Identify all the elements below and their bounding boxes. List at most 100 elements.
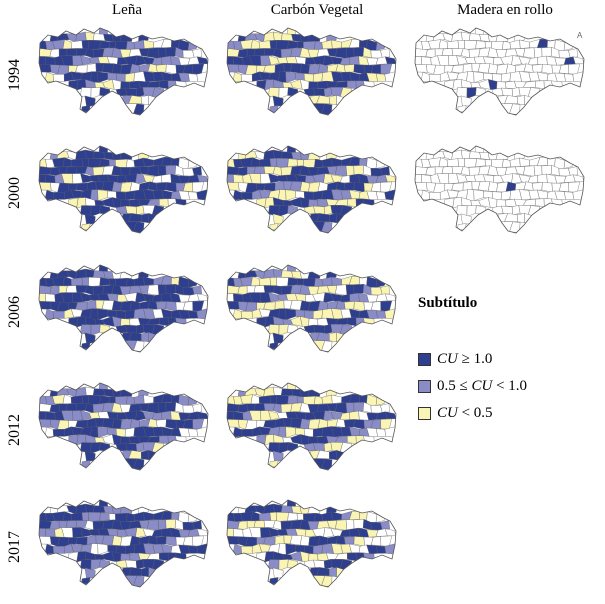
municipality-dark [65, 48, 78, 56]
municipality-white [475, 40, 486, 50]
municipality-white [541, 182, 553, 193]
municipality-light [165, 519, 177, 530]
municipality-dark [299, 300, 310, 311]
municipality-light [286, 383, 296, 390]
municipality-white [535, 198, 545, 208]
municipality-dark [45, 56, 56, 66]
municipality-dark [124, 190, 135, 201]
municipality-dark [170, 173, 181, 184]
municipality-dark [227, 56, 234, 65]
municipality-medium [281, 505, 294, 513]
municipality-light [240, 39, 253, 50]
municipality-dark [111, 300, 122, 311]
municipality-white [519, 157, 530, 167]
municipality-white [495, 31, 509, 43]
municipality-medium [126, 41, 136, 50]
year-2012-text: 2012 [6, 414, 23, 446]
municipality-white [124, 427, 135, 438]
legend-swatch-low [418, 407, 431, 420]
municipality-light [278, 559, 289, 571]
municipality-white [289, 535, 303, 546]
municipality-medium [192, 285, 202, 296]
year-2000-text: 2000 [6, 177, 23, 209]
municipality-dark [175, 552, 187, 562]
municipality-light [303, 159, 316, 168]
municipality-light [253, 520, 266, 528]
municipality-white [428, 74, 441, 82]
municipality-dark [99, 277, 110, 287]
municipality-dark [98, 146, 108, 153]
municipality-white [385, 293, 396, 302]
municipality-light [385, 174, 396, 183]
municipality-white [175, 435, 187, 445]
municipality-dark [90, 205, 101, 217]
municipality-dark [353, 419, 365, 430]
column-header-lena: Leña [112, 2, 142, 18]
map-svg [414, 27, 585, 116]
municipality-dark [281, 388, 294, 396]
state-outline [226, 382, 397, 471]
municipality-light [143, 39, 154, 49]
municipality-white [363, 435, 375, 445]
legend-swatch-medium [418, 380, 431, 393]
municipality-dark [170, 292, 181, 303]
map-svg [38, 145, 209, 234]
municipality-dark [285, 543, 296, 555]
municipality-dark [98, 500, 108, 507]
municipality-white [90, 543, 99, 555]
municipality-light [347, 198, 357, 208]
municipality-white [573, 174, 584, 183]
municipality-dark [101, 63, 115, 74]
municipality-medium [197, 174, 208, 183]
municipality-dark [98, 265, 108, 272]
municipality-dark [143, 157, 154, 167]
municipality-light [285, 189, 296, 201]
municipality-white [523, 165, 536, 177]
municipality-medium [363, 552, 375, 562]
municipality-light [227, 528, 234, 537]
municipality-light [240, 311, 253, 319]
municipality-dark [81, 395, 89, 405]
municipality-light [263, 64, 276, 74]
municipality-light [258, 40, 271, 49]
municipality-white [90, 87, 101, 99]
row-label-2012: 2012 [0, 380, 30, 480]
municipality-white [358, 410, 369, 421]
municipality-dark [237, 48, 248, 58]
municipality-medium [115, 396, 128, 405]
municipality-white [457, 158, 465, 168]
municipality-dark [147, 47, 160, 59]
municipality-dark [99, 158, 110, 168]
municipality-white [287, 512, 298, 522]
municipality-dark [253, 403, 266, 411]
municipality-dark [287, 277, 298, 287]
municipality-white [376, 191, 387, 200]
municipality-dark [227, 403, 240, 412]
municipality-dark [276, 40, 289, 50]
municipality-medium [227, 520, 240, 529]
map-svg [226, 145, 397, 234]
legend-item-low: CU < 0.5 [418, 400, 527, 427]
municipality-light [287, 158, 298, 168]
municipality-light [307, 149, 321, 161]
municipality-white [192, 535, 205, 547]
municipality-dark [141, 567, 149, 578]
municipality-medium [98, 383, 108, 390]
municipality-medium [321, 276, 333, 287]
municipality-dark [159, 552, 169, 562]
municipality-white [415, 56, 422, 65]
municipality-white [466, 71, 475, 83]
municipality-medium [165, 536, 177, 547]
municipality-dark [90, 71, 99, 83]
municipality-dark [161, 292, 172, 303]
column-header-carbon-vegetal: Carbón Vegetal [270, 2, 364, 18]
municipality-dark [197, 411, 208, 420]
municipality-medium [45, 528, 56, 538]
state-outline [38, 264, 209, 353]
municipality-dark [165, 284, 177, 295]
municipality-white [161, 173, 172, 184]
municipality-dark [39, 411, 46, 420]
municipality-light [312, 309, 323, 320]
row-label-2000: 2000 [0, 143, 30, 243]
municipality-dark [314, 513, 324, 522]
